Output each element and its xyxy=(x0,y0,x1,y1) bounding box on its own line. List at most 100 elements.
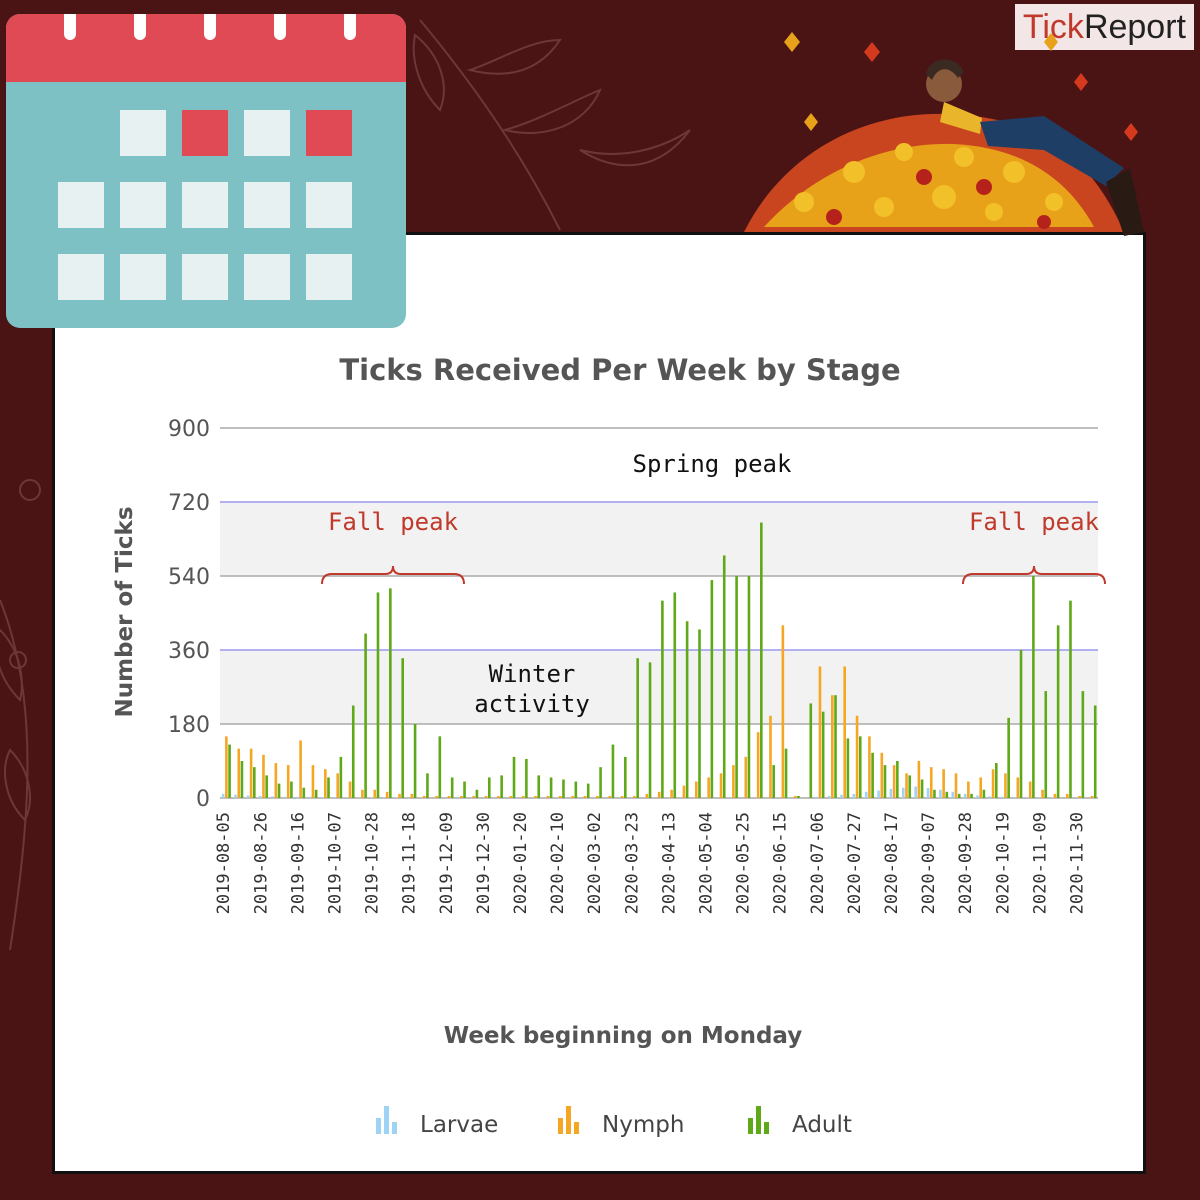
nymph-bar xyxy=(1016,777,1020,798)
nymph-bar xyxy=(422,795,426,798)
y-tick-label: 540 xyxy=(168,565,210,590)
larvae-bar xyxy=(271,796,274,798)
nymph-bar xyxy=(1041,789,1044,798)
x-tick-label: 2019-11-18 xyxy=(400,812,420,914)
x-tick-label: 2020-05-04 xyxy=(696,812,716,914)
x-tick-label: 2019-10-28 xyxy=(363,812,383,914)
x-tick-label: 2020-05-25 xyxy=(734,812,754,914)
larvae-bar xyxy=(902,787,905,798)
larvae-bar xyxy=(308,796,312,798)
adult-bar xyxy=(586,783,590,798)
adult-bar xyxy=(413,724,417,798)
adult-bar xyxy=(290,781,293,798)
x-tick-label: 2019-08-26 xyxy=(251,812,271,914)
person-in-leaves-illustration xyxy=(744,32,1144,236)
nymph-bar xyxy=(843,666,846,798)
nymph-bar xyxy=(979,777,983,798)
y-axis-title: Number of Ticks xyxy=(112,506,138,717)
larvae-bar xyxy=(333,797,336,798)
larvae-bar xyxy=(926,788,930,798)
nymph-bar xyxy=(967,781,970,798)
adult-bar xyxy=(982,789,986,798)
x-tick-label: 2020-07-27 xyxy=(845,812,865,914)
adult-bar xyxy=(574,781,578,798)
nymph-bar xyxy=(460,795,463,798)
x-tick-label: 2019-08-05 xyxy=(214,812,234,914)
x-tick-label: 2020-10-19 xyxy=(993,812,1013,914)
adult-bar xyxy=(970,793,973,798)
nymph-bar xyxy=(398,793,401,798)
calendar-icon xyxy=(6,14,406,328)
adult-bar xyxy=(364,633,367,798)
adult-bar xyxy=(463,781,466,798)
nymph-bar xyxy=(744,756,748,798)
nymph-bar xyxy=(558,795,562,798)
larvae-bar xyxy=(234,794,237,798)
y-tick-label: 720 xyxy=(168,491,210,516)
x-tick-label: 2020-09-28 xyxy=(956,812,976,914)
larvae-bar xyxy=(283,796,287,798)
larvae-bar xyxy=(877,790,880,798)
adult-bar xyxy=(648,662,652,798)
nymph-bar xyxy=(385,791,389,798)
adult-bar xyxy=(772,765,775,798)
nymph-bar xyxy=(484,795,488,798)
nymph-bar xyxy=(596,795,599,798)
adult-bar xyxy=(314,789,318,798)
legend-icon xyxy=(764,1122,769,1134)
x-tick-label: 2020-03-02 xyxy=(585,812,605,914)
larvae-bar xyxy=(815,796,819,798)
x-axis-title: Week beginning on Monday xyxy=(444,1023,802,1049)
legend-item-adult[interactable]: Adult xyxy=(748,1106,852,1138)
adult-bar xyxy=(735,576,738,798)
nymph-bar xyxy=(497,795,500,798)
nymph-bar xyxy=(855,715,859,798)
x-tick-label: 2020-11-30 xyxy=(1067,812,1087,914)
adult-bar xyxy=(1019,650,1023,798)
nymph-bar xyxy=(1053,793,1057,798)
adult-bar xyxy=(809,703,813,798)
adult-bar xyxy=(277,783,281,798)
legend-item-nymph[interactable]: Nymph xyxy=(558,1106,684,1138)
nymph-bar xyxy=(435,795,438,798)
nymph-bar xyxy=(534,795,537,798)
adult-bar xyxy=(389,588,392,798)
legend-icon xyxy=(558,1118,563,1134)
adult-bar xyxy=(834,695,837,798)
larvae-bar xyxy=(939,789,942,798)
nymph-bar xyxy=(620,795,624,798)
nymph-bar xyxy=(447,795,451,798)
nymph-bar xyxy=(311,765,315,798)
x-tick-label: 2019-10-07 xyxy=(325,812,345,914)
legend-label: Larvae xyxy=(420,1112,498,1138)
adult-bar xyxy=(673,592,677,798)
x-tick-label: 2020-02-10 xyxy=(548,812,568,914)
adult-bar xyxy=(327,777,330,798)
legend-icon xyxy=(376,1118,381,1134)
legend-icon xyxy=(574,1122,579,1134)
adult-bar xyxy=(438,736,442,798)
nymph-bar xyxy=(732,765,735,798)
adult-bar xyxy=(945,791,949,798)
x-tick-label: 2020-04-13 xyxy=(659,812,679,914)
nymph-bar xyxy=(868,736,871,798)
adult-bar xyxy=(253,767,256,798)
adult-bar xyxy=(710,580,714,798)
legend-icon xyxy=(392,1122,397,1134)
adult-bar xyxy=(240,761,244,798)
adult-bar xyxy=(883,765,887,798)
larvae-bar xyxy=(963,793,967,798)
nymph-bar xyxy=(336,773,339,798)
legend-item-larvae[interactable]: Larvae xyxy=(376,1106,498,1138)
nymph-bar xyxy=(1028,781,1032,798)
nymph-bar xyxy=(237,748,241,798)
adult-bar xyxy=(376,592,380,798)
nymph-bar xyxy=(373,789,377,798)
nymph-bar xyxy=(756,732,760,798)
nymph-bar xyxy=(645,793,649,798)
x-tick-label: 2020-03-23 xyxy=(622,812,642,914)
nymph-bar xyxy=(991,769,995,798)
adult-bar xyxy=(475,789,479,798)
adult-bar xyxy=(1069,600,1072,798)
